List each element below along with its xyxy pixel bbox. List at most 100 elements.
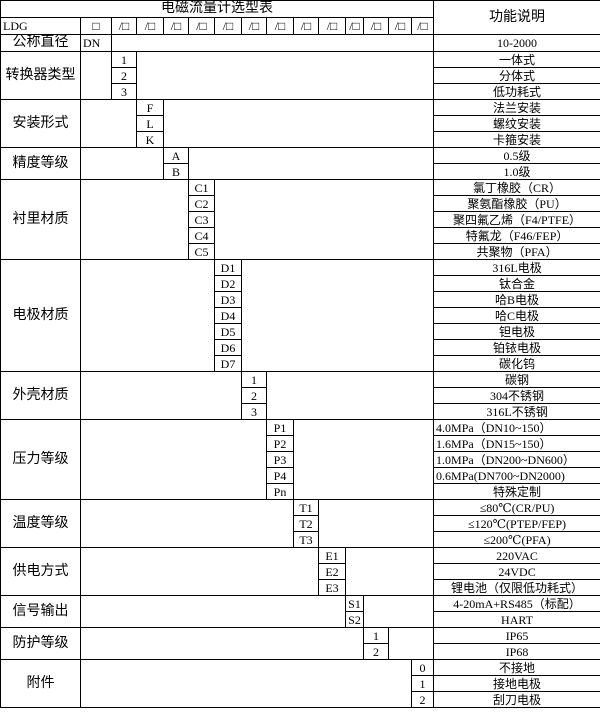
option-row: D6 铂铱电极 <box>1 339 600 356</box>
option-row: 防护等级 1 IP65 <box>0 627 600 660</box>
option-description: 24VDC <box>433 563 600 580</box>
option-row: 安装形式 F 法兰安装 <box>0 99 600 148</box>
option-code: D2 <box>214 275 242 292</box>
blank-cell <box>240 259 435 372</box>
option-description: 哈C电极 <box>433 307 600 324</box>
blank-cell <box>80 659 412 708</box>
option-code: C2 <box>188 195 215 212</box>
model-slot: /□ <box>163 17 189 35</box>
option-row: 精度等级 A 0.5级 <box>0 147 600 180</box>
option-description: 304不锈钢 <box>433 387 600 404</box>
model-slot: /□ <box>410 17 435 35</box>
option-row: 2 刮刀电极 <box>1 691 600 708</box>
option-code: B <box>163 163 189 180</box>
option-row: D2 钛合金 <box>1 275 600 292</box>
model-slot: /□ <box>345 17 364 35</box>
option-description: 低功耗式 <box>433 83 600 100</box>
option-description: 0.6MPa(DN700~DN2000) <box>433 467 600 484</box>
option-code: L <box>136 115 164 132</box>
blank-cell <box>187 147 435 180</box>
option-row: 温度等级 T1 ≤80℃(CR/PU) <box>0 499 600 548</box>
nominal-diameter-label: 公称直径 <box>0 34 81 52</box>
option-code: T3 <box>293 531 319 548</box>
blank-cell <box>344 547 435 596</box>
option-description: 4.0MPa（DN10~150） <box>433 419 600 436</box>
option-code: Pn <box>266 483 294 500</box>
option-code: 0 <box>410 659 435 676</box>
option-description: 锂电池（仅限低功耗式） <box>433 579 600 596</box>
option-description: 哈B电极 <box>433 291 600 308</box>
option-code: 2 <box>363 643 389 660</box>
model-prefix: LDG <box>0 17 81 35</box>
option-code: D1 <box>214 259 242 276</box>
model-slot: /□ <box>318 17 346 35</box>
option-description: 特殊定制 <box>433 483 600 500</box>
option-description: IP68 <box>433 643 600 660</box>
group-label: 附件 <box>0 659 81 708</box>
option-code: E1 <box>318 547 346 564</box>
group-label: 转换器类型 <box>0 51 81 100</box>
option-description: 刮刀电极 <box>433 691 600 708</box>
blank-cell <box>80 595 346 628</box>
model-slot: /□ <box>363 17 389 35</box>
option-description: 碳钢 <box>433 371 600 388</box>
option-row: K 卡箍安装 <box>1 131 600 148</box>
model-slot: /□ <box>188 17 215 35</box>
option-code: C4 <box>188 227 215 244</box>
option-code: S2 <box>345 611 364 628</box>
option-code: P1 <box>266 419 294 436</box>
blank-cell <box>80 627 364 660</box>
group-label: 信号输出 <box>0 595 81 628</box>
blank-cell <box>80 499 294 548</box>
title-row: 电磁流量计选型表 功能说明 <box>0 0 600 35</box>
blank-cell <box>292 419 435 500</box>
option-code: 1 <box>410 675 435 692</box>
option-description: 316L电极 <box>433 259 600 276</box>
option-code: E3 <box>318 579 346 596</box>
group-label: 压力等级 <box>0 419 81 500</box>
model-slot: /□ <box>293 17 319 35</box>
group-label: 电极材质 <box>0 259 81 372</box>
nominal-diameter-row: 公称直径 DN 10-2000 <box>0 34 600 52</box>
option-code: K <box>136 131 164 148</box>
option-description: IP65 <box>433 627 600 644</box>
option-description: 聚四氟乙烯（F4/PTFE） <box>433 211 600 228</box>
nominal-diameter-code: DN <box>80 34 112 52</box>
option-code: E2 <box>318 563 346 580</box>
option-description: 316L不锈钢 <box>433 403 600 420</box>
option-description: ≤120℃(PTEP/FEP) <box>433 515 600 532</box>
option-code: D7 <box>214 355 242 372</box>
model-slot: /□ <box>136 17 164 35</box>
model-slot: /□ <box>266 17 294 35</box>
group-label: 温度等级 <box>0 499 81 548</box>
model-slot: /□ <box>111 17 137 35</box>
option-description: 氯丁橡胶（CR） <box>433 179 600 196</box>
option-description: 特氟龙（F46/FEP） <box>433 227 600 244</box>
option-row: 衬里材质 C1 氯丁橡胶（CR） <box>0 179 600 260</box>
option-code: D4 <box>214 307 242 324</box>
option-description: 0.5级 <box>433 147 600 164</box>
group-label: 外壳材质 <box>0 371 81 420</box>
blank-cell <box>162 99 435 148</box>
group-label: 衬里材质 <box>0 179 81 260</box>
option-description: 共聚物（PFA） <box>433 243 600 260</box>
model-slot: /□ <box>241 17 267 35</box>
blank-cell <box>80 51 112 100</box>
option-code: 3 <box>241 403 267 420</box>
blank-cell <box>135 51 435 100</box>
option-description: 1.6MPa（DN15~150） <box>433 435 600 452</box>
option-code: T1 <box>293 499 319 516</box>
option-row: 信号输出 S1 4-20mA+RS485（标配） <box>0 595 600 628</box>
blank-cell <box>80 371 242 420</box>
option-row: C5 共聚物（PFA） <box>1 243 600 260</box>
option-row: E3 锂电池（仅限低功耗式） <box>1 579 600 596</box>
blank-cell <box>80 147 164 180</box>
blank-cell <box>80 259 215 372</box>
blank-cell <box>80 547 319 596</box>
option-description: 1.0MPa（DN200~DN600） <box>433 451 600 468</box>
model-slot: /□ <box>214 17 242 35</box>
option-row: C2 聚氨酯橡胶（PU） <box>1 195 600 212</box>
option-description: ≤200℃(PFA) <box>433 531 600 548</box>
model-row: LDG □ /□/□/□/□/□/□/□/□/□/□/□/□/□ <box>0 17 600 35</box>
option-description: 分体式 <box>433 67 600 84</box>
